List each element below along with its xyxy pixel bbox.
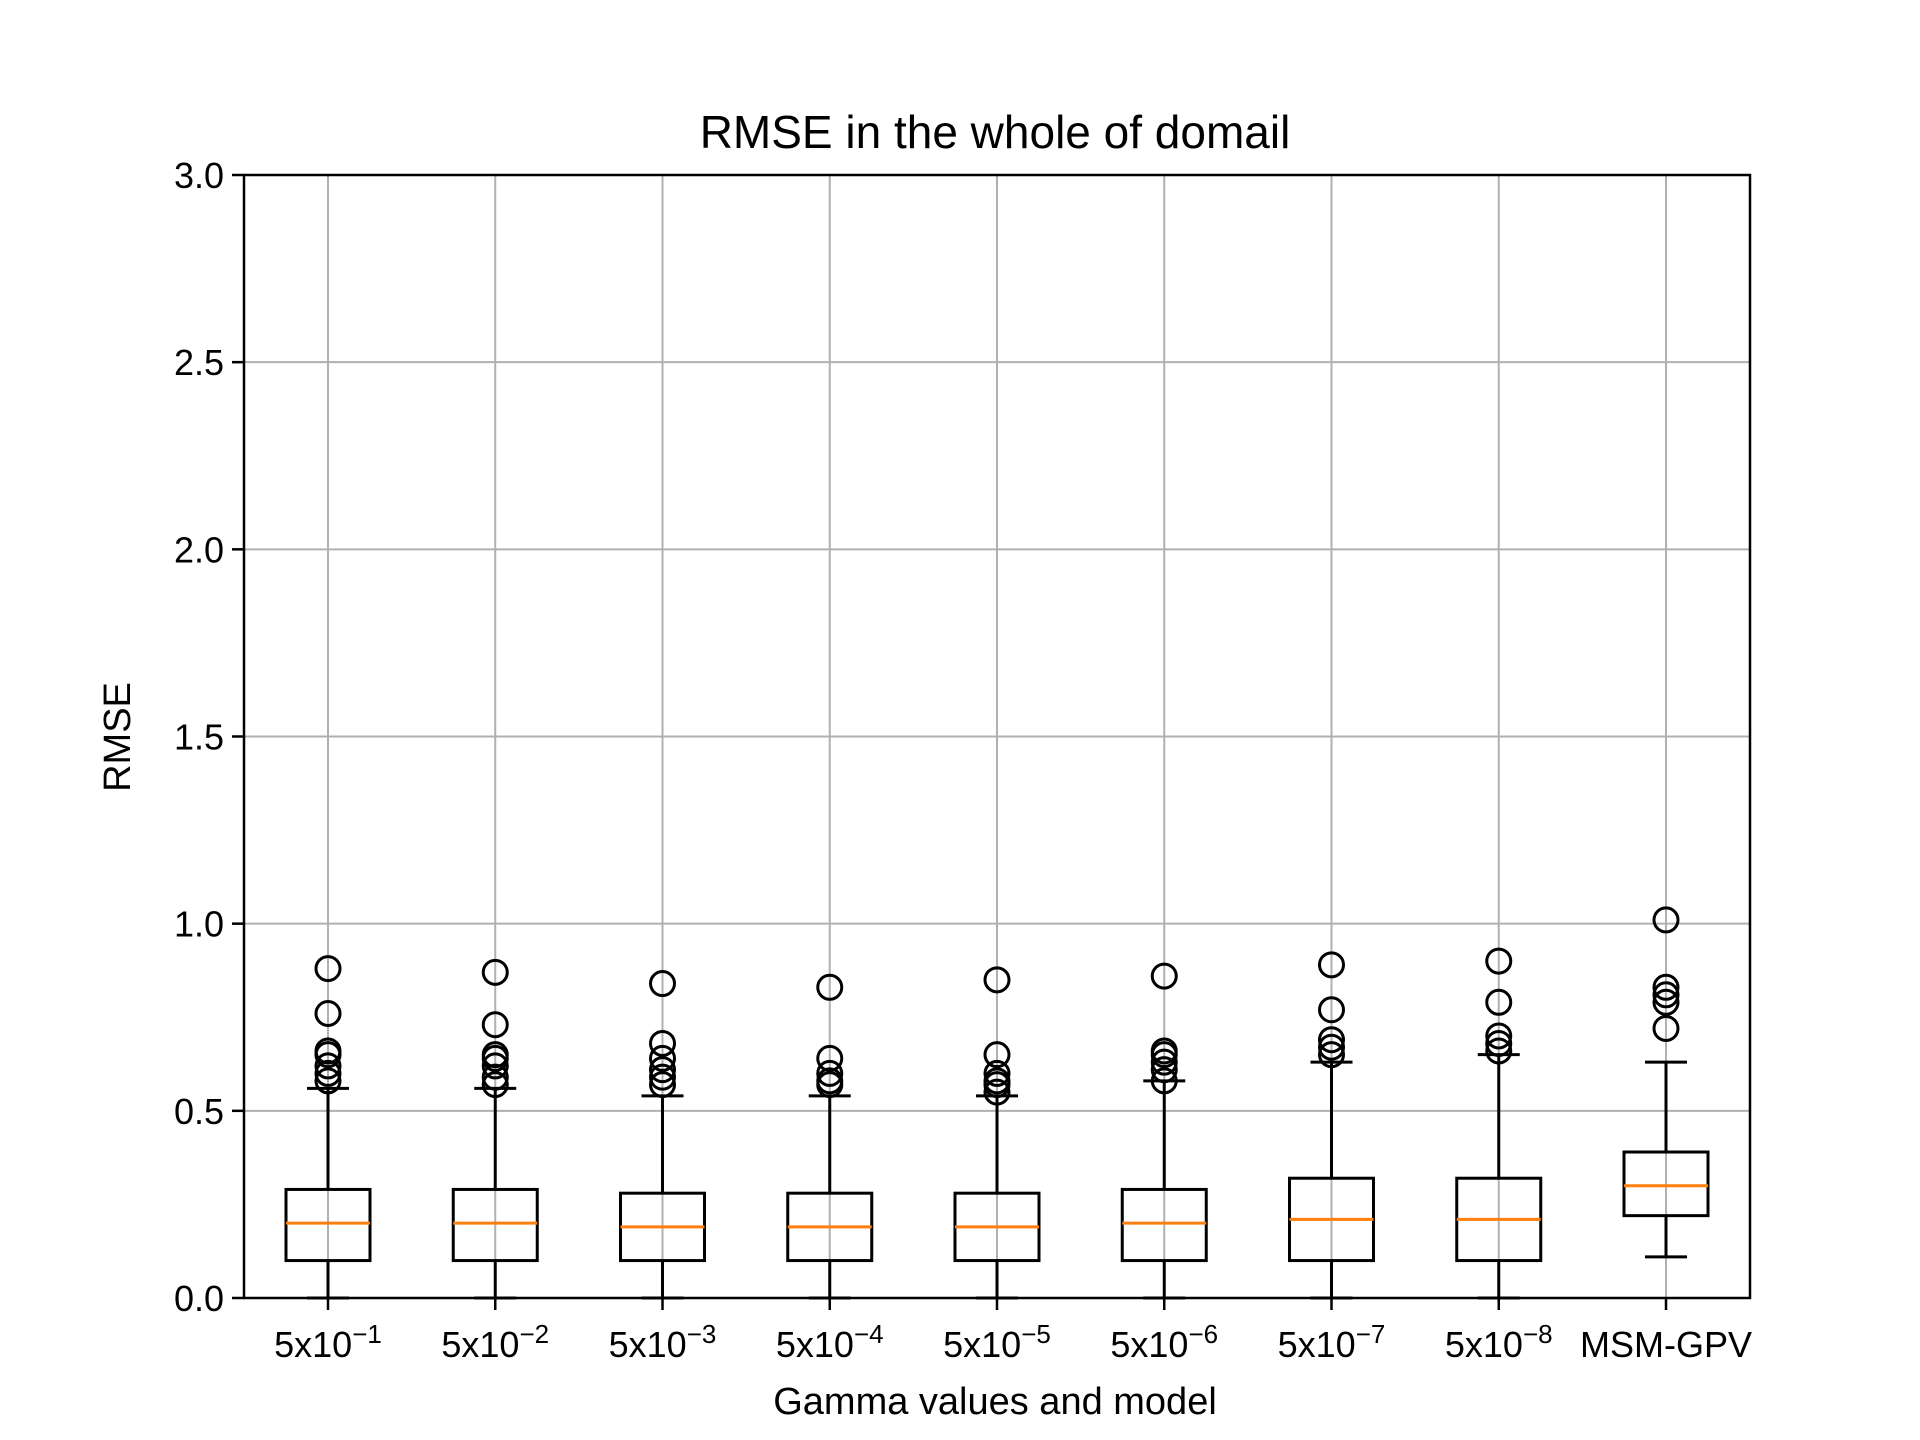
- outlier-point: [816, 1059, 844, 1087]
- x-tick-label-exponent: −5: [1021, 1319, 1051, 1349]
- iqr-box: [1622, 1150, 1710, 1218]
- outlier-point: [314, 1059, 342, 1087]
- outlier-point: [1485, 947, 1513, 975]
- box-group: [1622, 906, 1710, 1259]
- outlier-point: [649, 1063, 676, 1091]
- outlier-point: [649, 1056, 676, 1084]
- box-group: [786, 973, 874, 1300]
- outlier-point: [481, 1041, 509, 1069]
- outlier-point: [1318, 951, 1345, 979]
- x-tick-label: MSM-GPV: [1580, 1324, 1752, 1365]
- outlier-point: [1318, 996, 1345, 1024]
- outlier-point: [816, 1067, 844, 1095]
- outlier-point: [1652, 1014, 1680, 1042]
- outlier-point: [314, 955, 342, 983]
- outlier-point: [481, 1052, 509, 1080]
- outlier-point: [1652, 981, 1680, 1009]
- outlier-point: [1652, 906, 1680, 934]
- x-tick-label-exponent: −8: [1523, 1319, 1553, 1349]
- outlier-point: [314, 1067, 342, 1095]
- box-group: [953, 966, 1041, 1300]
- outlier-point: [649, 1044, 676, 1072]
- outlier-point: [816, 973, 844, 1001]
- x-tick-label-exponent: −2: [519, 1319, 549, 1349]
- plot-frame: [242, 173, 1752, 1300]
- y-tick-label: 1.0: [174, 904, 224, 945]
- x-tick-label-base: 5x10: [776, 1324, 854, 1365]
- outlier-point: [983, 1078, 1011, 1106]
- y-tick-label: 2.0: [174, 529, 224, 570]
- x-axis-label: Gamma values and model: [773, 1381, 1217, 1423]
- iqr-box: [451, 1187, 539, 1263]
- x-tick-label-base: 5x10: [1110, 1324, 1188, 1365]
- outlier-point: [1318, 1033, 1345, 1061]
- outlier-point: [1652, 973, 1680, 1001]
- y-tick-label: 0.5: [174, 1091, 224, 1132]
- x-tick-label-base: 5x10: [274, 1324, 352, 1365]
- outlier-point: [1318, 1041, 1345, 1069]
- outlier-point: [816, 1044, 844, 1072]
- x-tick-label-base: 5x10: [441, 1324, 519, 1365]
- outlier-point: [1150, 1048, 1178, 1076]
- x-tick-label: 5x10−8: [1445, 1319, 1553, 1365]
- outlier-point: [314, 1000, 342, 1028]
- box-group: [619, 970, 706, 1300]
- x-tick-label: 5x10−3: [609, 1319, 717, 1365]
- outlier-point: [1318, 1026, 1345, 1054]
- x-tick-label: 5x10−2: [441, 1319, 549, 1365]
- x-tick-label: 5x10−4: [776, 1319, 884, 1365]
- outlier-point: [1150, 1037, 1178, 1065]
- box-group: [1455, 947, 1543, 1300]
- outlier-point: [1485, 1029, 1513, 1057]
- outlier-point: [1652, 988, 1680, 1016]
- x-tick-label-base: 5x10: [609, 1324, 687, 1365]
- y-tick-label: 2.5: [174, 342, 224, 383]
- outlier-point: [983, 1041, 1011, 1069]
- x-tick-label-base: 5x10: [1445, 1324, 1523, 1365]
- outlier-point: [1150, 962, 1178, 990]
- outlier-point: [481, 958, 509, 986]
- outlier-point: [649, 1071, 676, 1099]
- outlier-point: [1150, 1056, 1178, 1084]
- x-tick-label-base: MSM-GPV: [1580, 1324, 1752, 1365]
- x-tick-label: 5x10−7: [1278, 1319, 1386, 1365]
- x-tick-label: 5x10−1: [274, 1319, 382, 1365]
- y-tick-label: 1.5: [174, 717, 224, 758]
- x-tick-label: 5x10−5: [943, 1319, 1051, 1365]
- x-tick-label: 5x10−6: [1110, 1319, 1218, 1365]
- outlier-point: [983, 966, 1011, 994]
- outlier-point: [314, 1037, 342, 1065]
- box-group: [284, 955, 372, 1300]
- x-tick-label-exponent: −7: [1356, 1319, 1386, 1349]
- outlier-point: [481, 1071, 509, 1099]
- x-tick-label-exponent: −3: [687, 1319, 717, 1349]
- y-tick-label: 3.0: [174, 155, 224, 196]
- x-tick-label-base: 5x10: [943, 1324, 1021, 1365]
- y-axis-ticks: 0.0 0.5 1.0 1.5 2.0 2.5 3.0: [174, 155, 244, 1319]
- outlier-point: [1485, 988, 1513, 1016]
- outlier-point: [481, 1063, 509, 1091]
- x-tick-label-exponent: −6: [1188, 1319, 1218, 1349]
- chart-title: RMSE in the whole of domail: [700, 106, 1291, 158]
- x-axis-ticks: 5x10−1 5x10−2 5x10−3 5x10−4 5x10−5 5x10−6 5x10…: [274, 1298, 1752, 1365]
- outlier-point: [1485, 1037, 1513, 1065]
- outlier-point: [649, 970, 676, 998]
- x-tick-label-exponent: −4: [854, 1319, 884, 1349]
- x-tick-label-exponent: −1: [352, 1319, 382, 1349]
- box-group: [451, 958, 539, 1300]
- y-axis-label: RMSE: [97, 682, 139, 792]
- x-tick-label-base: 5x10: [1278, 1324, 1356, 1365]
- y-tick-label: 0.0: [174, 1278, 224, 1319]
- iqr-box: [284, 1187, 372, 1263]
- outlier-point: [1485, 1022, 1513, 1050]
- outlier-point: [314, 1052, 342, 1080]
- outlier-point: [1150, 1067, 1178, 1095]
- iqr-box: [1120, 1187, 1208, 1263]
- outlier-point: [649, 1029, 676, 1057]
- outlier-point: [983, 1067, 1011, 1095]
- outlier-point: [481, 1011, 509, 1039]
- outlier-point: [983, 1059, 1011, 1087]
